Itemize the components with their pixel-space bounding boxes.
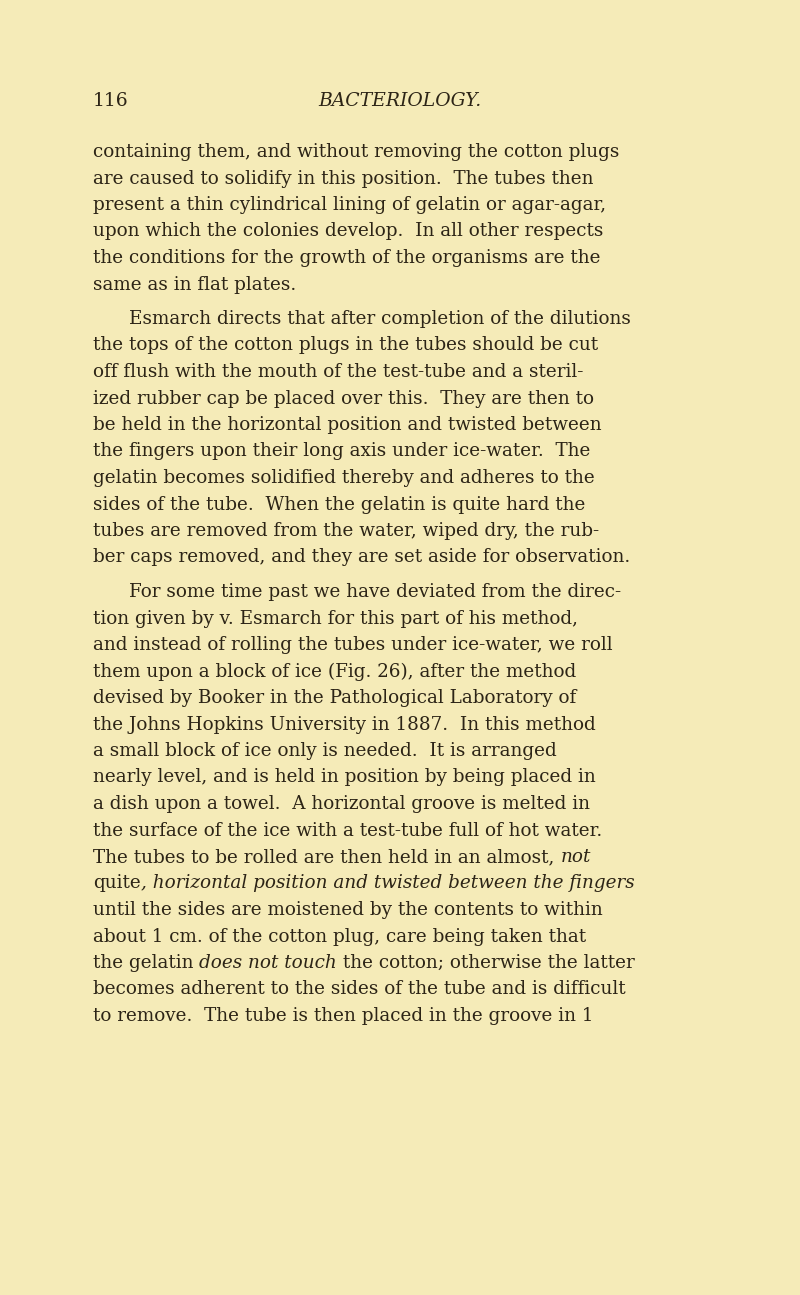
Text: , horizontal position and twisted between the fingers: , horizontal position and twisted betwee… [141,874,634,892]
Text: until the sides are moistened by the contents to within: until the sides are moistened by the con… [93,901,602,919]
Text: The tubes to be rolled are then held in an almost,: The tubes to be rolled are then held in … [93,848,560,866]
Text: the cotton; otherwise the latter: the cotton; otherwise the latter [337,954,635,973]
Text: the conditions for the growth of the organisms are the: the conditions for the growth of the org… [93,249,601,267]
Text: tion given by v. Esmarch for this part of his method,: tion given by v. Esmarch for this part o… [93,610,578,628]
Text: a small block of ice only is needed.  It is arranged: a small block of ice only is needed. It … [93,742,557,760]
Text: the tops of the cotton plugs in the tubes should be cut: the tops of the cotton plugs in the tube… [93,337,598,355]
Text: the surface of the ice with a test-tube full of hot water.: the surface of the ice with a test-tube … [93,821,602,839]
Text: quite: quite [93,874,141,892]
Text: a dish upon a towel.  A horizontal groove is melted in: a dish upon a towel. A horizontal groove… [93,795,590,813]
Text: them upon a block of ice (Fig. 26), after the method: them upon a block of ice (Fig. 26), afte… [93,663,576,681]
Text: sides of the tube.  When the gelatin is quite hard the: sides of the tube. When the gelatin is q… [93,496,586,514]
Text: ized rubber cap be placed over this.  They are then to: ized rubber cap be placed over this. The… [93,390,594,408]
Text: gelatin becomes solidified thereby and adheres to the: gelatin becomes solidified thereby and a… [93,469,594,487]
Text: nearly level, and is held in position by being placed in: nearly level, and is held in position by… [93,768,596,786]
Text: upon which the colonies develop.  In all other respects: upon which the colonies develop. In all … [93,223,603,241]
Text: devised by Booker in the Pathological Laboratory of: devised by Booker in the Pathological La… [93,689,576,707]
Text: be held in the horizontal position and twisted between: be held in the horizontal position and t… [93,416,602,434]
Text: the gelatin: the gelatin [93,954,199,973]
Text: to remove.  The tube is then placed in the groove in 1: to remove. The tube is then placed in th… [93,1008,594,1026]
Text: the Johns Hopkins University in 1887.  In this method: the Johns Hopkins University in 1887. In… [93,716,596,733]
Text: does not touch: does not touch [199,954,337,973]
Text: same as in flat plates.: same as in flat plates. [93,276,296,294]
Text: present a thin cylindrical lining of gelatin or agar-agar,: present a thin cylindrical lining of gel… [93,196,606,214]
Text: ber caps removed, and they are set aside for observation.: ber caps removed, and they are set aside… [93,549,630,566]
Text: the fingers upon their long axis under ice-water.  The: the fingers upon their long axis under i… [93,443,590,461]
Text: containing them, and without removing the cotton plugs: containing them, and without removing th… [93,142,619,161]
Text: not: not [560,848,590,866]
Text: about 1 cm. of the cotton plug, care being taken that: about 1 cm. of the cotton plug, care bei… [93,927,586,945]
Text: are caused to solidify in this position.  The tubes then: are caused to solidify in this position.… [93,170,594,188]
Text: off flush with the mouth of the test-tube and a steril-: off flush with the mouth of the test-tub… [93,363,583,381]
Text: tubes are removed from the water, wiped dry, the rub-: tubes are removed from the water, wiped … [93,522,599,540]
Text: 116: 116 [93,92,129,110]
Text: BACTERIOLOGY.: BACTERIOLOGY. [318,92,482,110]
Text: becomes adherent to the sides of the tube and is difficult: becomes adherent to the sides of the tub… [93,980,626,998]
Text: Esmarch directs that after completion of the dilutions: Esmarch directs that after completion of… [129,310,631,328]
Text: and instead of rolling the tubes under ice-water, we roll: and instead of rolling the tubes under i… [93,636,613,654]
Text: For some time past we have deviated from the direc-: For some time past we have deviated from… [129,583,621,601]
